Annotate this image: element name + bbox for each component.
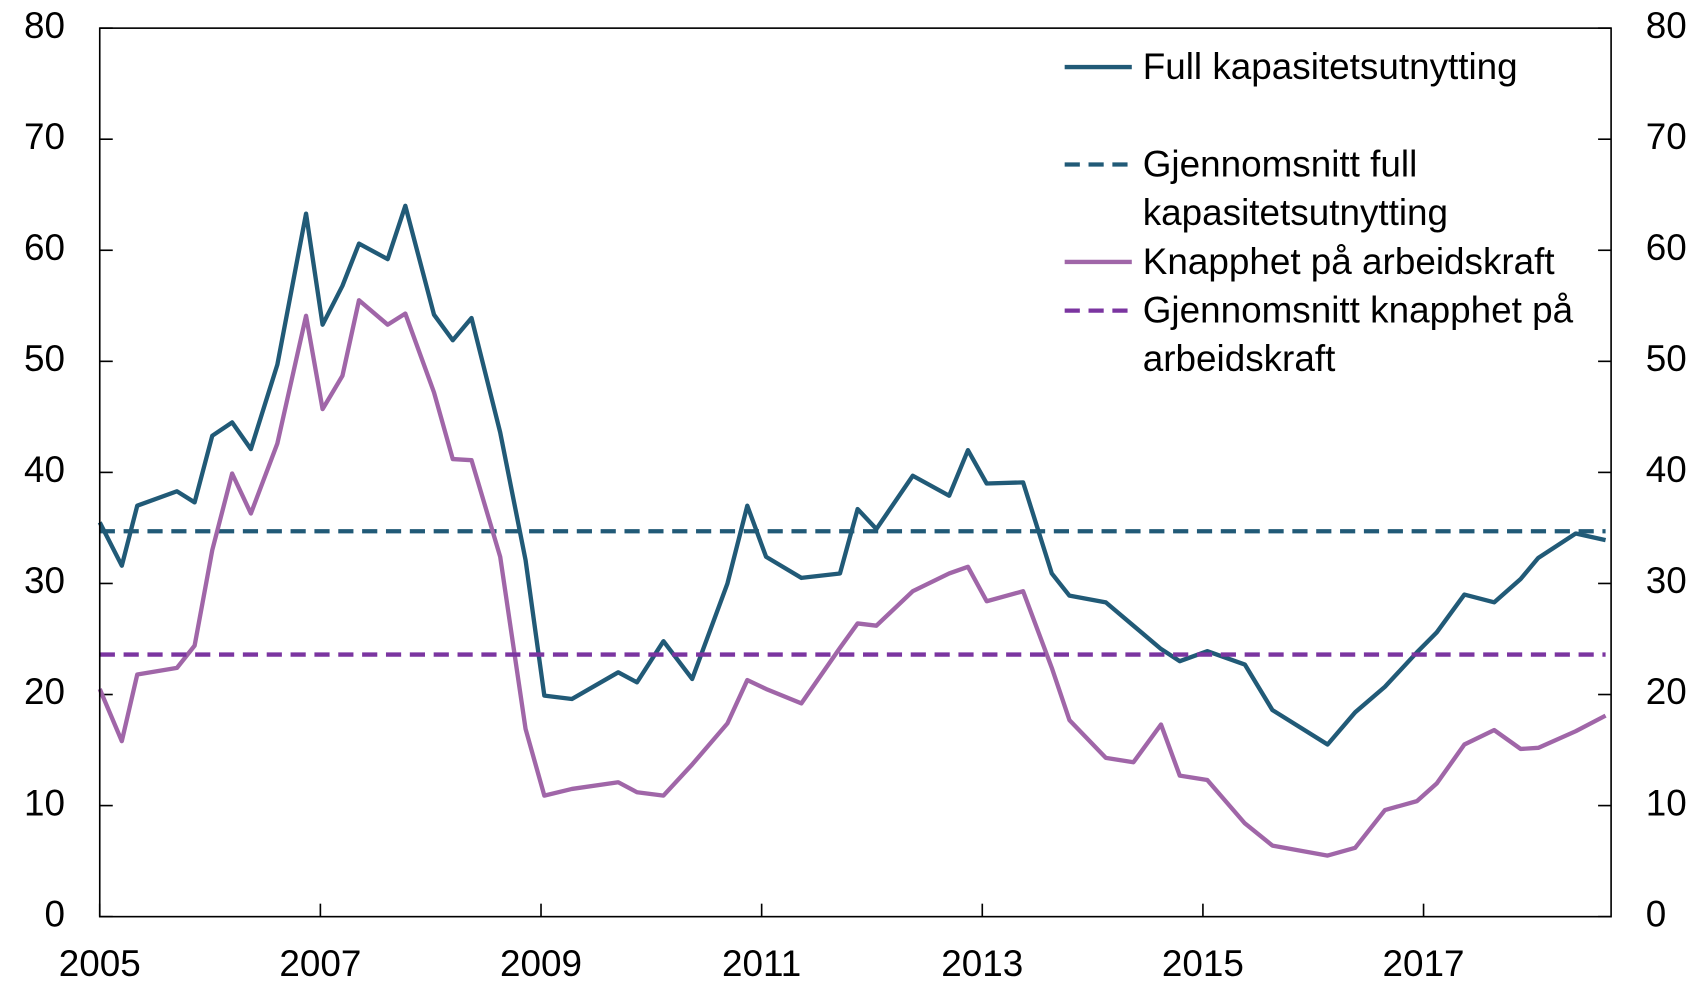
legend-swatch — [1064, 64, 1132, 70]
y2-tick-label: 40 — [1646, 449, 1687, 490]
legend-entry: Full kapasitetsutnytting — [1063, 43, 1692, 92]
y2-tick-label: 80 — [1646, 5, 1687, 46]
y-tick-label: 70 — [24, 116, 65, 157]
x-tick-label: 2009 — [500, 943, 582, 984]
series-line — [97, 298, 1607, 858]
legend-label: Gjennomsnitt full kapasitetsutnytting — [1142, 143, 1449, 234]
y-tick-label: 0 — [45, 893, 66, 934]
legend-label: Knapphet på arbeidskraft — [1142, 241, 1555, 283]
y-tick-label: 20 — [24, 671, 65, 712]
legend-swatch — [1064, 308, 1132, 313]
plot-lines — [97, 203, 1607, 858]
y-tick-label: 80 — [24, 5, 65, 46]
y2-tick-label: 50 — [1646, 338, 1687, 379]
legend-swatch — [1064, 259, 1132, 265]
y-tick-label: 60 — [24, 227, 65, 268]
legend-entry: Knapphet på arbeidskraft — [1063, 238, 1692, 287]
y2-tick-label: 0 — [1646, 893, 1667, 934]
x-tick-label: 2007 — [279, 943, 361, 984]
axes: 0 10 20 30 40 50 60 70 80 0 10 20 30 40 50 60 70 80 2005 20… — [24, 5, 1687, 984]
x-tick-label: 2013 — [941, 943, 1023, 984]
legend-entry: Gjennomsnitt knapphet på arbeidskraft — [1063, 287, 1692, 384]
series-line — [97, 203, 1607, 747]
legend-entry: Gjennomsnitt full kapasitetsutnytting — [1063, 141, 1692, 238]
x-tick-label: 2015 — [1162, 943, 1244, 984]
legend-swatch — [1064, 162, 1132, 167]
x-tick-label: 2005 — [59, 943, 141, 984]
y2-tick-label: 30 — [1646, 560, 1687, 601]
y2-tick-label: 60 — [1646, 227, 1687, 268]
x-tick-label: 2017 — [1383, 943, 1465, 984]
y-tick-label: 40 — [24, 449, 65, 490]
y-tick-label: 30 — [24, 560, 65, 601]
y-tick-label: 10 — [24, 782, 65, 823]
y2-tick-label: 20 — [1646, 671, 1687, 712]
x-tick-label: 2011 — [722, 943, 801, 984]
legend: Full kapasitetsutnytting Gjennomsnitt ful… — [1063, 43, 1692, 384]
legend-box: Full kapasitetsutnytting Gjennomsnitt ful… — [1063, 43, 1692, 384]
legend-label: Gjennomsnitt knapphet på arbeidskraft — [1142, 290, 1574, 380]
legend-label: Full kapasitetsutnytting — [1142, 46, 1518, 88]
plot-frame — [98, 27, 1612, 918]
y2-tick-label: 10 — [1646, 782, 1687, 823]
y2-tick-label: 70 — [1646, 116, 1687, 157]
y-tick-label: 50 — [24, 338, 65, 379]
